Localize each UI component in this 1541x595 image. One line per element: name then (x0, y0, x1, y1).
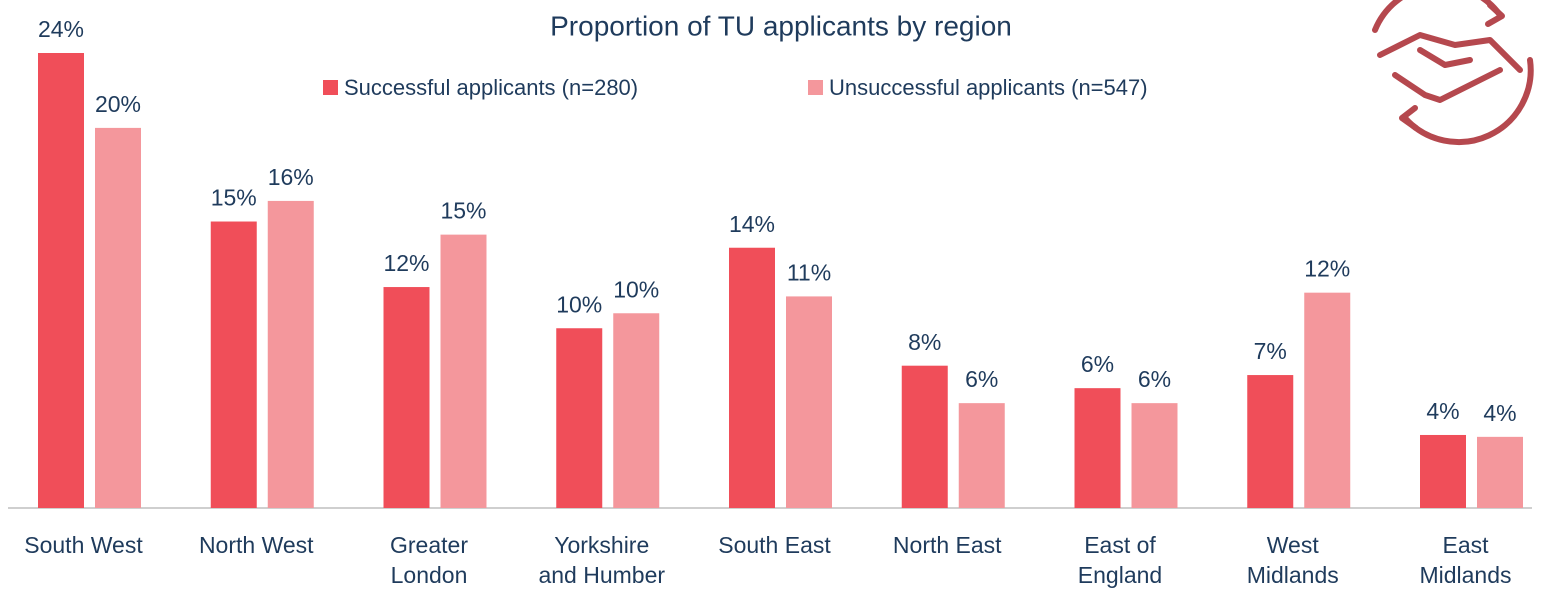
bar (901, 365, 948, 508)
data-label: 6% (1081, 351, 1114, 377)
bar (1247, 375, 1294, 508)
chart-title: Proportion of TU applicants by region (550, 10, 1012, 41)
data-label: 4% (1426, 398, 1459, 424)
bar (210, 221, 257, 508)
bar (1074, 388, 1121, 508)
bar (440, 234, 487, 508)
bar (613, 313, 660, 508)
data-label: 7% (1254, 338, 1287, 364)
data-label: 10% (556, 291, 602, 317)
data-label: 20% (95, 91, 141, 117)
x-tick-label: South West (24, 532, 143, 558)
bar (1304, 292, 1351, 508)
x-tick-label: Yorkshire and Humber (538, 532, 666, 588)
data-label: 16% (268, 164, 314, 190)
x-tick-label: North East (892, 532, 1002, 558)
bar (267, 200, 314, 508)
bar (958, 403, 1005, 508)
x-tick-label: North West (198, 532, 314, 558)
legend-swatch (323, 80, 338, 95)
bar (1477, 436, 1523, 508)
legend-label: Unsuccessful applicants (n=547) (829, 75, 1148, 100)
data-label: 12% (1304, 256, 1350, 282)
data-label: 4% (1483, 400, 1516, 426)
bar (383, 287, 430, 508)
data-label: 15% (211, 185, 257, 211)
x-tick-label: East of England (1077, 532, 1163, 588)
bar (1131, 403, 1178, 508)
legend-swatch (808, 80, 823, 95)
bar (1420, 434, 1466, 508)
data-label: 24% (38, 16, 84, 42)
data-label: 6% (965, 366, 998, 392)
bar (729, 247, 775, 508)
bar (556, 328, 603, 508)
x-tick-label: West Midlands (1246, 532, 1339, 588)
data-label: 15% (440, 198, 486, 224)
bar (786, 296, 832, 508)
data-label: 14% (729, 211, 775, 237)
x-tick-label: South East (718, 532, 831, 558)
bar (38, 53, 84, 508)
data-label: 10% (613, 276, 659, 302)
x-tick-label: Greater London (390, 532, 468, 588)
logo-icon (1372, 0, 1534, 145)
x-tick-label: East Midlands (1419, 532, 1512, 588)
data-label: 8% (908, 329, 941, 355)
bar (95, 127, 141, 508)
data-label: 12% (383, 250, 429, 276)
legend-label: Successful applicants (n=280) (344, 75, 638, 100)
data-label: 6% (1138, 366, 1171, 392)
data-label: 11% (787, 259, 831, 285)
